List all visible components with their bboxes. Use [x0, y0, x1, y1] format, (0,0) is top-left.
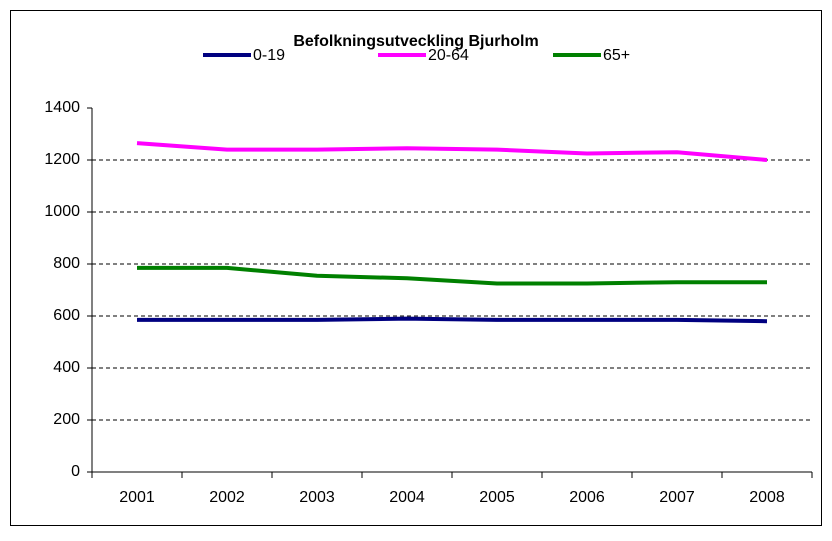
y-tick-label: 1400: [44, 99, 80, 116]
x-tick-label: 2007: [659, 489, 695, 506]
y-tick-label: 400: [53, 359, 80, 376]
y-tick-label: 1200: [44, 151, 80, 168]
y-tick-label: 1000: [44, 203, 80, 220]
legend-label: 20-64: [428, 47, 469, 64]
legend-label: 65+: [603, 47, 630, 64]
y-tick-label: 200: [53, 411, 80, 428]
x-tick-label: 2001: [119, 489, 155, 506]
x-tick-label: 2002: [209, 489, 245, 506]
legend-label: 0-19: [253, 47, 285, 64]
series-line: [136, 141, 768, 162]
y-tick-label: 600: [53, 307, 80, 324]
series-line: [137, 265, 767, 286]
x-tick-label: 2008: [749, 489, 785, 506]
x-tick-label: 2003: [299, 489, 335, 506]
chart-frame: [10, 10, 822, 526]
chart-title: Befolkningsutveckling Bjurholm: [293, 33, 538, 50]
x-tick-label: 2004: [389, 489, 425, 506]
x-tick-label: 2006: [569, 489, 605, 506]
y-tick-label: 800: [53, 255, 80, 272]
series-line: [137, 316, 768, 324]
x-tick-label: 2005: [479, 489, 515, 506]
y-tick-label: 0: [71, 463, 80, 480]
